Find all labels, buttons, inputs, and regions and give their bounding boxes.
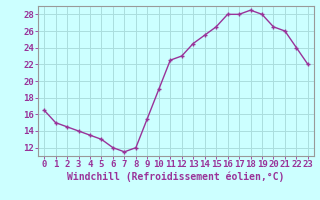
- X-axis label: Windchill (Refroidissement éolien,°C): Windchill (Refroidissement éolien,°C): [67, 172, 285, 182]
